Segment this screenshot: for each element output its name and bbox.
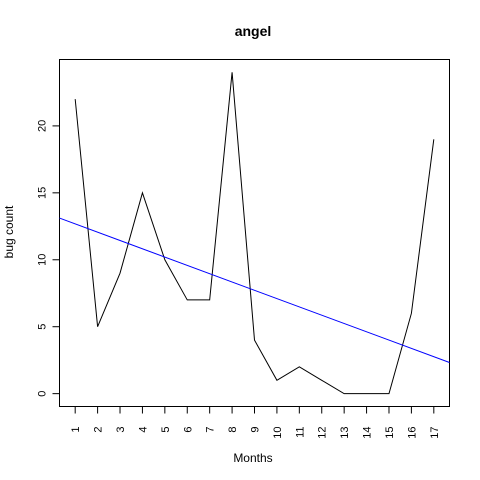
trend-layer	[59, 217, 450, 363]
plot-area-frame	[59, 59, 450, 407]
series-layer	[74, 72, 435, 395]
y-tick-label: 15	[37, 187, 49, 199]
x-axis: 1 2 3 4 5 6 7 8 9 10 11 12 13 14 15 16 17	[70, 406, 441, 439]
x-tick-label: 11	[294, 427, 306, 438]
x-axis-label: Months	[233, 451, 272, 465]
x-tick-label: 13	[339, 427, 351, 439]
x-tick-label: 12	[317, 427, 329, 439]
y-tick-label: 0	[37, 391, 49, 397]
x-tick-label: 6	[182, 427, 194, 433]
data-series-line	[74, 72, 435, 395]
x-tick-label: 15	[384, 427, 396, 439]
chart-title: angel	[235, 23, 272, 39]
x-tick-label: 7	[205, 427, 217, 433]
y-axis-label: bug count	[2, 205, 16, 258]
y-axis: 0 5 10 15 20	[37, 120, 60, 397]
x-tick-label: 17	[429, 427, 441, 439]
x-tick-label: 9	[250, 427, 262, 433]
x-tick-label: 1	[70, 427, 82, 433]
trend-line	[59, 217, 450, 363]
x-tick-label: 14	[362, 427, 374, 439]
x-tick-label: 2	[93, 427, 105, 433]
y-tick-label: 20	[37, 120, 49, 132]
x-tick-label: 3	[115, 427, 127, 433]
x-tick-label: 5	[160, 427, 172, 433]
x-tick-label: 16	[406, 427, 418, 439]
x-tick-label: 10	[272, 427, 284, 439]
y-tick-label: 5	[37, 324, 49, 330]
y-tick-label: 10	[37, 254, 49, 266]
x-tick-label: 4	[137, 427, 149, 433]
x-tick-label: 8	[227, 427, 239, 433]
